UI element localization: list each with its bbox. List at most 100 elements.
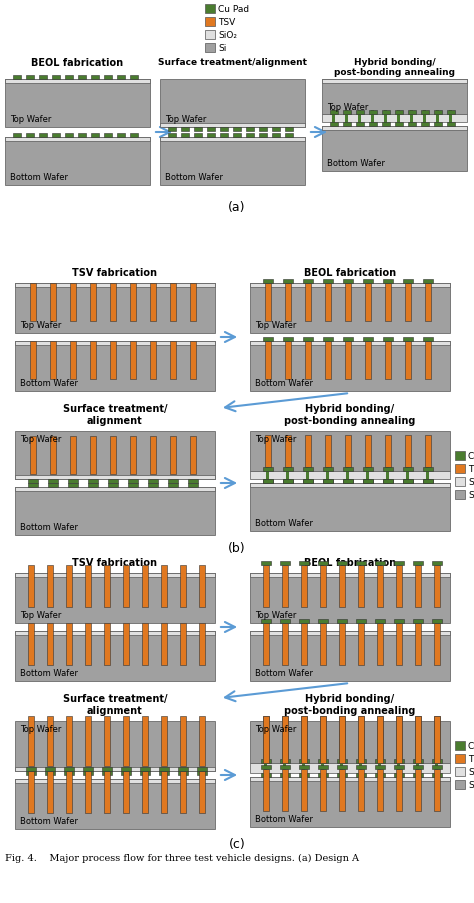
Text: BEOL fabrication: BEOL fabrication	[304, 557, 396, 567]
Bar	[15, 432, 215, 479]
Bar	[13, 134, 21, 138]
Bar	[343, 479, 353, 483]
Bar	[425, 435, 431, 468]
Bar	[160, 138, 305, 186]
Bar	[377, 716, 383, 763]
Bar	[26, 768, 36, 771]
Text: Bottom Wafer: Bottom Wafer	[255, 379, 313, 388]
Bar	[28, 479, 38, 483]
Bar	[286, 468, 290, 483]
Bar	[382, 111, 390, 115]
Text: Si: Si	[218, 44, 227, 53]
Bar	[261, 562, 271, 565]
Bar	[5, 79, 150, 84]
Bar	[339, 716, 345, 763]
Bar	[382, 123, 390, 126]
Bar	[220, 128, 228, 132]
Bar	[455, 780, 465, 789]
Bar	[379, 759, 382, 777]
Bar	[250, 763, 450, 773]
Bar	[403, 280, 413, 284]
Bar	[168, 479, 178, 483]
Bar	[180, 623, 186, 666]
Bar	[259, 128, 267, 132]
Bar	[168, 128, 176, 132]
Bar	[425, 341, 431, 379]
Bar	[415, 623, 421, 666]
Bar	[250, 631, 450, 636]
Bar	[320, 716, 326, 759]
Bar	[303, 479, 313, 483]
Bar	[178, 771, 188, 775]
Bar	[250, 432, 450, 471]
Bar	[65, 134, 73, 138]
Bar	[15, 488, 215, 535]
Bar	[39, 76, 47, 79]
Bar	[45, 768, 55, 771]
Text: Bottom Wafer: Bottom Wafer	[20, 379, 78, 388]
Bar	[220, 134, 228, 138]
Bar	[170, 284, 176, 321]
Bar	[385, 435, 391, 468]
Bar	[280, 619, 290, 623]
Bar	[15, 284, 215, 288]
Bar	[142, 623, 148, 666]
Bar	[108, 483, 118, 488]
Bar	[301, 565, 307, 608]
Bar	[199, 771, 205, 813]
Bar	[263, 769, 269, 811]
Bar	[356, 765, 366, 769]
Bar	[303, 468, 313, 471]
Bar	[325, 284, 331, 321]
Bar	[261, 619, 271, 623]
Bar	[356, 759, 366, 763]
Bar	[102, 771, 112, 775]
Bar	[28, 716, 34, 766]
Bar	[48, 479, 58, 483]
Bar	[299, 765, 309, 769]
Bar	[85, 771, 91, 813]
Bar	[365, 284, 371, 321]
Bar	[301, 623, 307, 666]
Bar	[377, 769, 383, 811]
Bar	[408, 111, 416, 115]
Bar	[339, 716, 345, 759]
Bar	[384, 111, 388, 126]
Bar	[455, 768, 465, 777]
Bar	[282, 769, 288, 811]
Bar	[233, 128, 241, 132]
Text: Top Wafer: Top Wafer	[10, 116, 51, 125]
Bar	[148, 479, 158, 483]
Bar	[385, 284, 391, 321]
Bar	[345, 435, 351, 468]
Text: BEOL fabrication: BEOL fabrication	[31, 58, 124, 68]
Bar	[5, 79, 150, 128]
Bar	[363, 479, 373, 483]
Bar	[427, 468, 429, 483]
Text: Bottom Wafer: Bottom Wafer	[255, 669, 313, 678]
Bar	[301, 769, 307, 811]
Text: Cu Pad: Cu Pad	[218, 5, 249, 14]
Text: Top Wafer: Top Wafer	[327, 102, 368, 111]
Bar	[15, 779, 215, 783]
Bar	[117, 76, 125, 79]
Bar	[455, 741, 465, 750]
Bar	[178, 768, 188, 771]
Bar	[320, 716, 326, 763]
Bar	[15, 284, 215, 333]
Text: Top Wafer: Top Wafer	[165, 116, 206, 125]
Bar	[121, 771, 131, 775]
Bar	[285, 128, 293, 132]
Bar	[423, 479, 433, 483]
Bar	[194, 128, 202, 132]
Bar	[356, 123, 364, 126]
Bar	[250, 573, 450, 577]
Bar	[413, 619, 423, 623]
Bar	[47, 771, 53, 813]
Bar	[343, 338, 353, 341]
Bar	[47, 565, 53, 608]
Bar	[363, 468, 373, 471]
Bar	[372, 111, 374, 126]
Bar	[250, 573, 450, 623]
Bar	[30, 341, 36, 379]
